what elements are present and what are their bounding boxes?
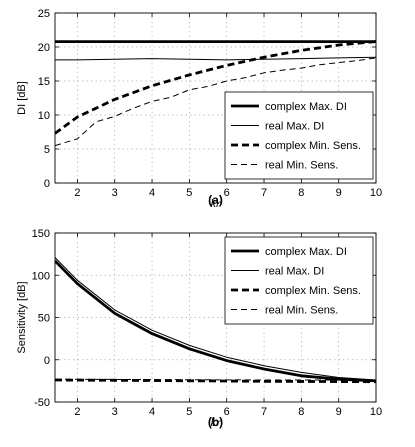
x-tick-label: 10 (370, 406, 382, 418)
legend-entry-2: real Max. DI (265, 266, 324, 278)
x-tick-label: 3 (112, 406, 118, 418)
y-tick-label: -50 (34, 397, 50, 409)
x-axis-label: kr (211, 196, 221, 210)
x-tick-label: 9 (336, 406, 342, 418)
y-tick-label: 10 (38, 110, 50, 122)
y-tick-label: 20 (38, 42, 50, 54)
x-tick-label: 9 (336, 187, 342, 199)
y-tick-label: 0 (44, 355, 50, 367)
x-tick-label: 2 (74, 406, 80, 418)
legend: complex Max. DI real Max. DI complex Min. … (224, 91, 374, 180)
y-tick-label: 100 (32, 270, 50, 282)
x-tick-label: 3 (112, 187, 118, 199)
legend-entry-1: complex Max. DI (265, 101, 347, 113)
y-axis-label: DI [dB] (16, 81, 28, 115)
panel-caption: (a) (208, 193, 223, 207)
x-tick-label: 8 (298, 187, 304, 199)
x-tick-label: 5 (186, 187, 192, 199)
y-tick-label: 50 (38, 313, 50, 325)
series-line-3 (55, 378, 376, 384)
x-tick-label: 5 (186, 406, 192, 418)
series-line-3 (55, 40, 376, 135)
legend: complex Max. DI real Max. DI complex Min. … (224, 236, 374, 325)
series-line-1 (55, 259, 376, 383)
x-axis-label: kr (211, 415, 221, 429)
x-tick-label: 7 (261, 187, 267, 199)
legend-entry-4: real Min. Sens. (265, 160, 338, 172)
legend-entry-4: real Min. Sens. (265, 305, 338, 317)
legend-entry-3: complex Min. Sens. (265, 285, 361, 297)
y-tick-label: 25 (38, 8, 50, 20)
x-tick-label: 7 (261, 406, 267, 418)
legend-entry-2: real Max. DI (265, 121, 324, 133)
axes-frame (54, 12, 377, 184)
series-line-2 (55, 257, 376, 381)
chart-panel-2: 2 3 4 5 6 7 8 9 10 -50 0 50 100 150 kr Sensitivity [dB]… (16, 228, 382, 429)
y-tick-label: 5 (44, 144, 50, 156)
x-tick-label: 2 (74, 187, 80, 199)
x-tick-label: 4 (149, 406, 155, 418)
series-line-4 (55, 57, 376, 147)
legend-entry-1: complex Max. DI (265, 246, 347, 258)
x-tick-label: 4 (149, 187, 155, 199)
x-tick-label: 8 (298, 406, 304, 418)
x-tick-label: 6 (224, 406, 230, 418)
y-axis-label: Sensitivity [dB] (16, 281, 28, 353)
y-tick-label: 0 (44, 178, 50, 190)
series-line-4 (55, 378, 376, 381)
x-tick-label: 10 (370, 187, 382, 199)
x-tick-label: 6 (224, 187, 230, 199)
legend-entry-3: complex Min. Sens. (265, 140, 361, 152)
series-line-2 (55, 56, 376, 61)
y-tick-label: 15 (38, 76, 50, 88)
panel-caption: (b) (208, 415, 223, 429)
y-tick-label: 150 (32, 228, 50, 240)
